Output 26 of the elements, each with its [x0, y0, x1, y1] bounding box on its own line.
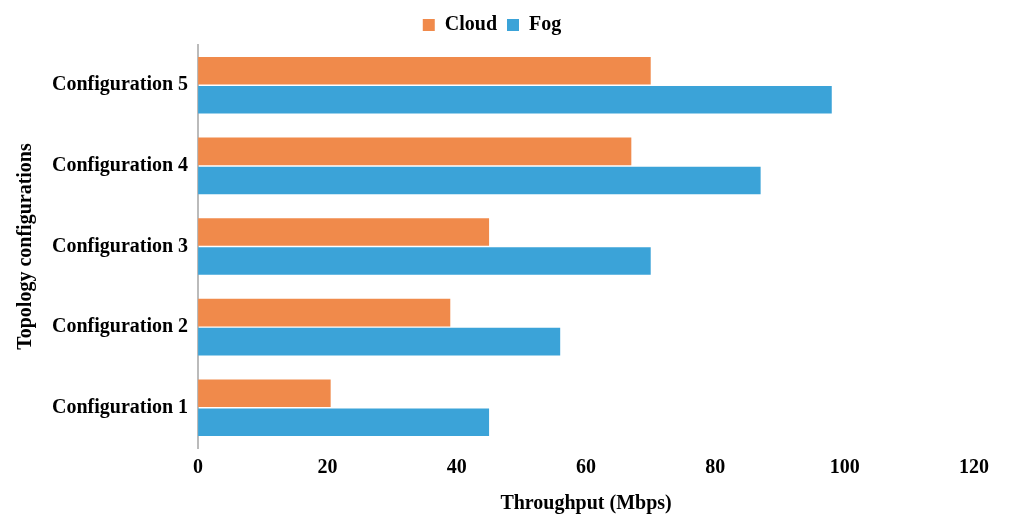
x-tick-label: 60 [576, 455, 597, 478]
x-tick-label: 100 [829, 455, 860, 478]
bar [198, 379, 331, 407]
y-axis-title: Topology configurations [13, 143, 37, 350]
bar [198, 57, 651, 85]
bar [198, 218, 490, 246]
bar [198, 86, 832, 114]
x-tick-label: 120 [959, 455, 989, 478]
legend-label: Fog [529, 12, 562, 36]
x-tick-label: 0 [193, 455, 204, 478]
bar [198, 408, 490, 436]
y-tick-label: Configuration 4 [52, 153, 189, 177]
bar [198, 137, 632, 166]
bar [198, 247, 651, 275]
x-tick-label: 40 [446, 455, 467, 478]
x-tick-label: 20 [317, 455, 338, 478]
bar [198, 327, 561, 356]
x-tick-label: 80 [705, 455, 726, 478]
y-tick-label: Configuration 1 [52, 394, 189, 418]
y-tick-label: Configuration 2 [52, 314, 189, 338]
bar [198, 298, 451, 327]
bar [198, 166, 761, 195]
legend-label: Cloud [444, 12, 498, 35]
y-tick-label: Configuration 3 [52, 233, 189, 257]
y-tick-label: Configuration 5 [52, 72, 189, 96]
x-axis-title: Throughput (Mbps) [500, 491, 672, 515]
